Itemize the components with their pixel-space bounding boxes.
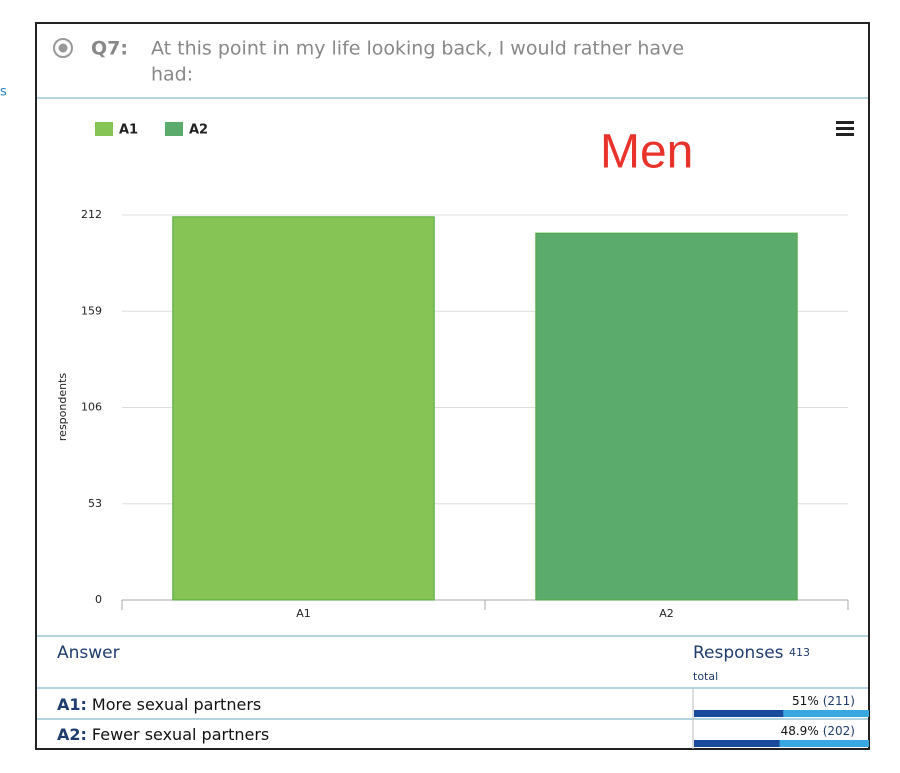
table-header: Answer — [57, 643, 120, 663]
row-text: Fewer sexual partners — [92, 725, 269, 744]
count-label: (202) — [823, 724, 855, 738]
cut-text: s — [0, 85, 7, 100]
total-label: total — [693, 670, 718, 683]
percent-label: 48.9% — [781, 724, 819, 738]
bar — [172, 216, 435, 601]
y-tick-label: 159 — [81, 304, 102, 317]
row-value: 48.9% (202) — [781, 724, 855, 738]
count-label: (211) — [823, 694, 855, 708]
legend-label: A2 — [189, 123, 208, 138]
annotation: Men — [600, 126, 693, 179]
table-header: Responses — [693, 643, 784, 663]
menu-bar[interactable] — [836, 127, 854, 130]
row-text: More sexual partners — [92, 695, 261, 714]
row-label: A1: More sexual partners — [57, 695, 261, 714]
y-tick-label: 212 — [81, 208, 102, 221]
radio-icon — [53, 38, 73, 58]
row-code: A1: — [57, 695, 87, 714]
percent-label: 51% — [792, 694, 819, 708]
legend-label: A1 — [119, 123, 138, 138]
y-axis-label: respondents — [56, 373, 69, 441]
progress-bar — [694, 710, 784, 717]
y-tick-label: 53 — [88, 497, 102, 510]
y-tick-label: 106 — [81, 401, 102, 414]
progress-bar — [694, 740, 780, 747]
menu-bar[interactable] — [836, 133, 854, 136]
total-count: 413 — [789, 646, 810, 659]
row-value: 51% (211) — [792, 694, 855, 708]
x-tick-label: A2 — [659, 607, 674, 620]
menu-icon[interactable] — [836, 121, 854, 136]
x-tick-label: A1 — [296, 607, 311, 620]
row-code: A2: — [57, 725, 87, 744]
legend-swatch — [95, 122, 113, 136]
y-tick-label: 0 — [95, 593, 102, 606]
question-number: Q7: — [91, 38, 128, 60]
menu-bar[interactable] — [836, 121, 854, 124]
legend-swatch — [165, 122, 183, 136]
bar — [535, 232, 798, 601]
row-label: A2: Fewer sexual partners — [57, 725, 269, 744]
radio-dot — [58, 43, 68, 53]
question-text: At this point in my life looking back, I… — [151, 38, 684, 60]
question-text: had: — [151, 64, 193, 86]
progress-track — [694, 740, 869, 747]
